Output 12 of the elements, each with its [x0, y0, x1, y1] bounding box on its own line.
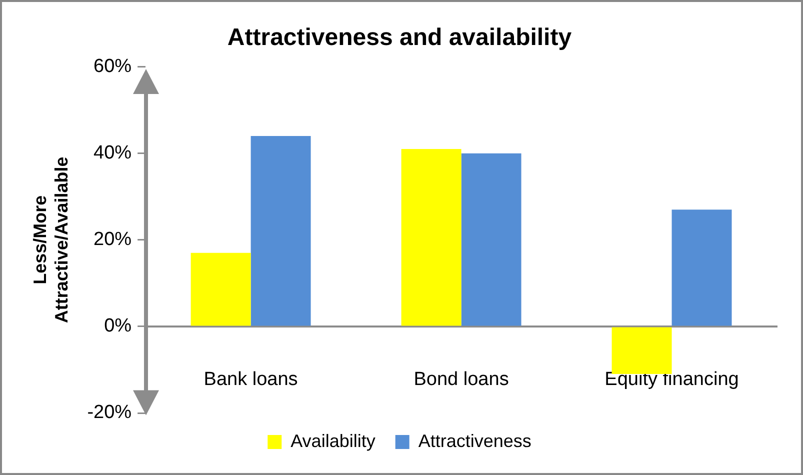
chart-title: Attractiveness and availability — [227, 24, 572, 52]
legend-label: Attractiveness — [418, 430, 532, 451]
y-tick-label: 0% — [104, 316, 132, 337]
y-tick-label: 60% — [94, 56, 132, 78]
x-tick-label: Bond loans — [414, 369, 509, 390]
y-tick-label: 40% — [94, 142, 132, 164]
y-tick-label: -20% — [87, 402, 132, 424]
y-tick-label: 20% — [94, 229, 132, 250]
x-tick-label: Bank loans — [204, 369, 298, 390]
y-axis-title: Less/More Attractive/Available — [30, 156, 72, 324]
x-tick-label: Equity financing — [604, 369, 739, 390]
legend-label: Availability — [290, 430, 376, 451]
